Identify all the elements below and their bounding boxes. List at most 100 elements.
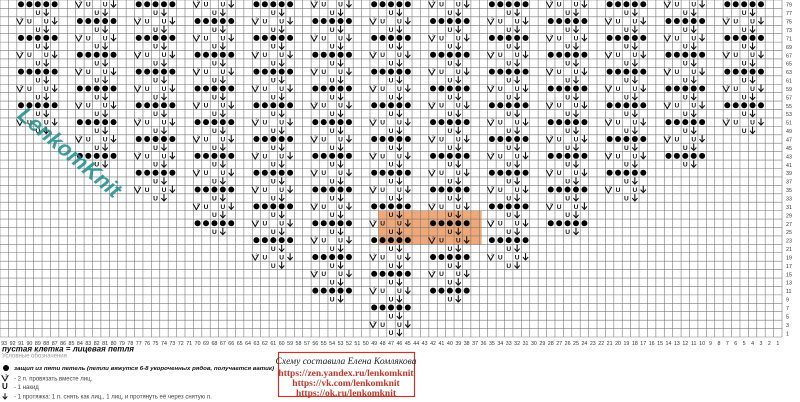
svg-text:2: 2 — [609, 51, 611, 55]
svg-text:U: U — [691, 103, 696, 110]
svg-text:69: 69 — [786, 45, 792, 51]
svg-text:U: U — [204, 35, 209, 42]
svg-text:U: U — [162, 187, 167, 194]
svg-text:2: 2 — [314, 68, 316, 72]
svg-text:U: U — [506, 162, 511, 169]
svg-text:2: 2 — [314, 0, 316, 4]
svg-text:U: U — [212, 44, 217, 51]
svg-text:11: 11 — [786, 289, 792, 295]
svg-text:2: 2 — [138, 152, 140, 156]
svg-text:2: 2 — [138, 186, 140, 190]
svg-text:2: 2 — [314, 34, 316, 38]
svg-text:2: 2 — [79, 34, 81, 38]
svg-text:U: U — [683, 77, 688, 84]
svg-text:31: 31 — [523, 341, 529, 347]
svg-text:U: U — [279, 52, 284, 59]
svg-text:55: 55 — [786, 104, 792, 110]
svg-text:2: 2 — [256, 84, 258, 88]
svg-text:77: 77 — [786, 11, 792, 17]
svg-text:41: 41 — [786, 163, 792, 169]
svg-text:U: U — [447, 179, 452, 186]
svg-text:U: U — [271, 162, 276, 169]
svg-text:53: 53 — [338, 341, 344, 347]
svg-text:U: U — [94, 145, 99, 152]
svg-text:U: U — [330, 10, 335, 17]
svg-text:U: U — [271, 61, 276, 68]
svg-text:2: 2 — [609, 152, 611, 156]
svg-text:U: U — [220, 2, 225, 9]
svg-text:U: U — [380, 221, 385, 228]
svg-text:U: U — [212, 111, 217, 118]
svg-text:U: U — [212, 94, 217, 101]
svg-text:2: 2 — [668, 135, 670, 139]
svg-text:U: U — [27, 18, 32, 25]
svg-text:51: 51 — [786, 121, 792, 127]
svg-text:U: U — [220, 35, 225, 42]
svg-text:2: 2 — [609, 186, 611, 190]
svg-text:2: 2 — [197, 68, 199, 72]
svg-text:U: U — [616, 187, 621, 194]
svg-text:U: U — [456, 35, 461, 42]
svg-text:41: 41 — [438, 341, 444, 347]
svg-text:U: U — [262, 221, 267, 228]
svg-text:U: U — [624, 44, 629, 51]
svg-text:U: U — [506, 179, 511, 186]
svg-text:2: 2 — [138, 118, 140, 122]
svg-text:Условные обозначения: Условные обозначения — [2, 354, 67, 360]
svg-text:75: 75 — [786, 20, 792, 26]
svg-text:62: 62 — [262, 341, 268, 347]
svg-text:73: 73 — [169, 341, 175, 347]
svg-text:2: 2 — [491, 186, 493, 190]
svg-text:2: 2 — [491, 84, 493, 88]
svg-text:U: U — [262, 153, 267, 160]
svg-text:U: U — [456, 103, 461, 110]
svg-text:U: U — [683, 162, 688, 169]
svg-text:U: U — [624, 128, 629, 135]
svg-text:U: U — [683, 145, 688, 152]
svg-text:2: 2 — [256, 17, 258, 21]
svg-text:37: 37 — [786, 180, 792, 186]
svg-text:U: U — [557, 69, 562, 76]
svg-text:U: U — [103, 35, 108, 42]
svg-text:U: U — [683, 128, 688, 135]
svg-text:U: U — [632, 52, 637, 59]
svg-text:U: U — [515, 18, 520, 25]
svg-text:U: U — [447, 162, 452, 169]
svg-text:4: 4 — [751, 341, 754, 347]
svg-text:6: 6 — [734, 341, 737, 347]
svg-text:2: 2 — [314, 135, 316, 139]
svg-text:U: U — [212, 128, 217, 135]
svg-text:U: U — [330, 280, 335, 287]
svg-text:72: 72 — [178, 341, 184, 347]
svg-text:U: U — [565, 145, 570, 152]
svg-text:2: 2 — [314, 236, 316, 240]
svg-text:U: U — [271, 195, 276, 202]
svg-text:2: 2 — [432, 169, 434, 173]
svg-text:2: 2 — [432, 270, 434, 274]
svg-text:U: U — [616, 52, 621, 59]
svg-text:2: 2 — [20, 84, 22, 88]
svg-text:U: U — [565, 195, 570, 202]
svg-text:5: 5 — [786, 314, 789, 320]
svg-text:U: U — [616, 18, 621, 25]
svg-text:2: 2 — [197, 135, 199, 139]
svg-text:U: U — [153, 44, 158, 51]
svg-text:19: 19 — [786, 255, 792, 261]
svg-text:U: U — [389, 61, 394, 68]
svg-text:U: U — [750, 120, 755, 127]
svg-text:2: 2 — [256, 186, 258, 190]
svg-text:30: 30 — [531, 341, 537, 347]
svg-text:U: U — [447, 10, 452, 17]
svg-text:U: U — [439, 204, 444, 211]
svg-text:1: 1 — [786, 331, 789, 337]
svg-text:U: U — [330, 94, 335, 101]
svg-text:U: U — [220, 204, 225, 211]
svg-text:U: U — [271, 10, 276, 17]
svg-text:23: 23 — [590, 341, 596, 347]
svg-text:U: U — [397, 120, 402, 127]
svg-text:U: U — [565, 179, 570, 186]
svg-text:25: 25 — [573, 341, 579, 347]
svg-text:U: U — [338, 2, 343, 9]
svg-text:2: 2 — [432, 0, 434, 4]
svg-text:U: U — [506, 128, 511, 135]
